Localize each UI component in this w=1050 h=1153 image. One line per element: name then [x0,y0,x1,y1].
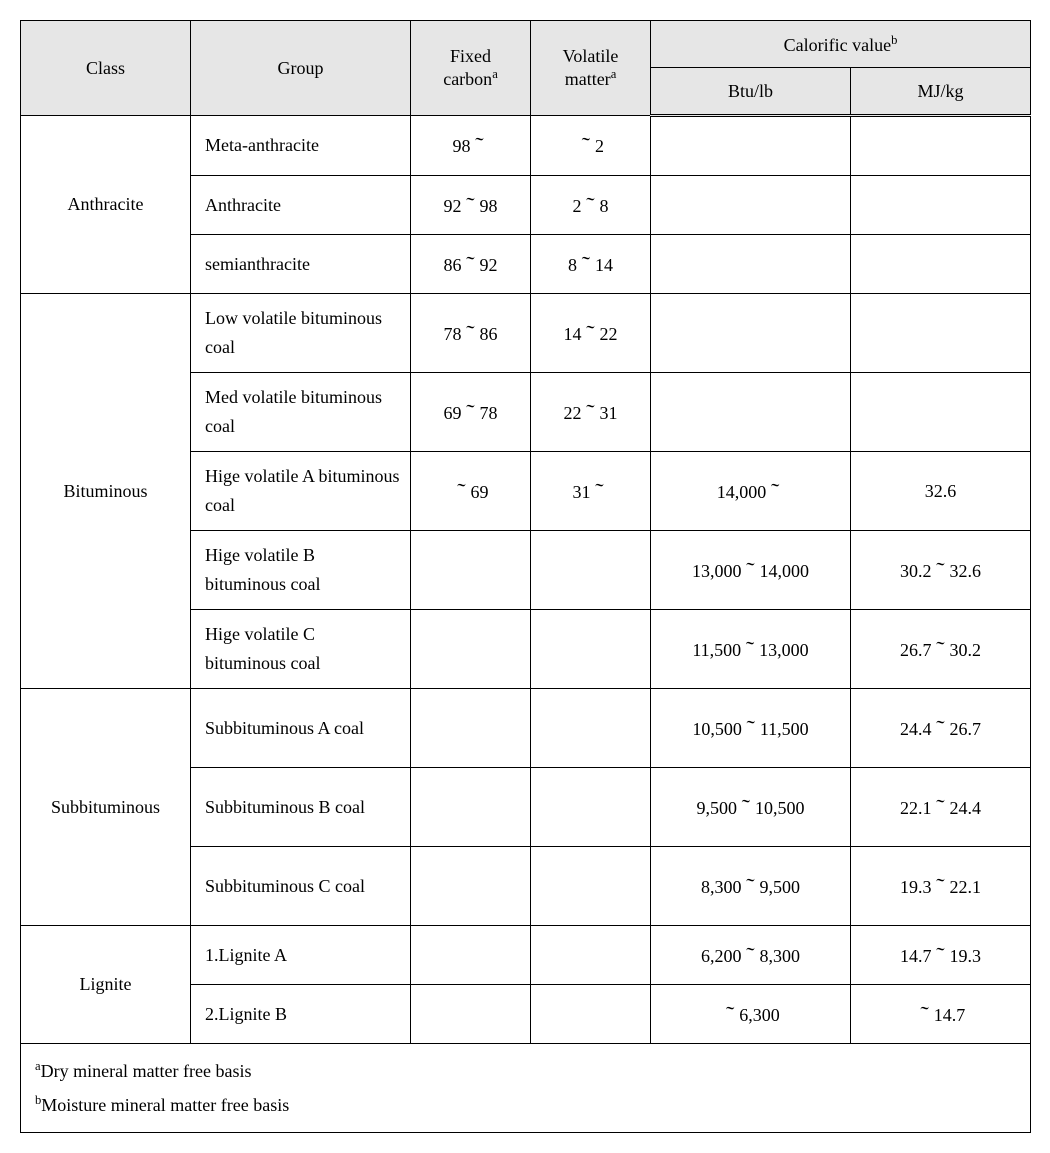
table-row: Subbituminous Subbituminous A coal 10,50… [21,689,1031,768]
fc-cell [411,847,531,926]
vm-cell [531,985,651,1044]
group-cell: Subbituminous B coal [191,768,411,847]
mj-cell: 19.3～22.1 [851,847,1031,926]
vm-cell: 22～31 [531,373,651,452]
mj-cell: 22.1～24.4 [851,768,1031,847]
vm-cell [531,847,651,926]
class-lignite: Lignite [21,926,191,1044]
mj-cell: 14.7～19.3 [851,926,1031,985]
btu-cell: 14,000～ [651,452,851,531]
mj-cell: 24.4～26.7 [851,689,1031,768]
mj-cell: 32.6 [851,452,1031,531]
header-volatile-matter: Volatile mattera [531,21,651,116]
footnote-row: aDry mineral matter free basis bMoisture… [21,1044,1031,1133]
btu-cell: 13,000～14,000 [651,531,851,610]
vm-cell [531,768,651,847]
fc-cell [411,985,531,1044]
group-cell: 1.Lignite A [191,926,411,985]
mj-cell [851,235,1031,294]
group-cell: 2.Lignite B [191,985,411,1044]
btu-cell: 10,500～11,500 [651,689,851,768]
header-group: Group [191,21,411,116]
fc-cell: 78～86 [411,294,531,373]
mj-cell: ～14.7 [851,985,1031,1044]
table-row: Lignite 1.Lignite A 6,200～8,300 14.7～19.… [21,926,1031,985]
fc-cell: 86～92 [411,235,531,294]
header-calorific-value: Calorific valueb [651,21,1031,68]
header-fixed-carbon: Fixed carbona [411,21,531,116]
mj-cell [851,176,1031,235]
vm-cell [531,531,651,610]
fc-cell: 98～ [411,116,531,176]
btu-cell: 8,300～9,500 [651,847,851,926]
vm-cell: 8～14 [531,235,651,294]
group-cell: Hige volatile C bituminous coal [191,610,411,689]
fc-cell: 69～78 [411,373,531,452]
fc-cell: ～69 [411,452,531,531]
btu-cell [651,235,851,294]
fc-cell [411,610,531,689]
btu-cell [651,373,851,452]
header-mj: MJ/kg [851,68,1031,116]
btu-cell [651,176,851,235]
fc-cell [411,689,531,768]
btu-cell [651,294,851,373]
header-fixed-carbon-sup: a [492,67,498,81]
footnote-a-text: Dry mineral matter free basis [41,1061,252,1081]
vm-cell: 14～22 [531,294,651,373]
header-class: Class [21,21,191,116]
btu-cell: ～6,300 [651,985,851,1044]
footnote-b-text: Moisture mineral matter free basis [41,1095,289,1115]
group-cell: Subbituminous C coal [191,847,411,926]
header-volatile-matter-sup: a [611,67,617,81]
fc-cell: 92～98 [411,176,531,235]
table-row: Anthracite Meta-anthracite 98～ ～2 [21,116,1031,176]
header-btu: Btu/lb [651,68,851,116]
header-calorific-value-sup: b [891,33,897,47]
btu-cell: 11,500～13,000 [651,610,851,689]
class-subbituminous: Subbituminous [21,689,191,926]
group-cell: Hige volatile B bituminous coal [191,531,411,610]
vm-cell [531,926,651,985]
header-fixed-carbon-text: Fixed carbon [443,46,492,89]
vm-cell: 31～ [531,452,651,531]
group-cell: Med volatile bituminous coal [191,373,411,452]
btu-cell: 6,200～8,300 [651,926,851,985]
btu-cell [651,116,851,176]
group-cell: Anthracite [191,176,411,235]
group-cell: semianthracite [191,235,411,294]
btu-cell: 9,500～10,500 [651,768,851,847]
table-row: Bituminous Low volatile bituminous coal … [21,294,1031,373]
vm-cell: 2～8 [531,176,651,235]
fc-cell [411,531,531,610]
group-cell: Hige volatile A bituminous coal [191,452,411,531]
class-anthracite: Anthracite [21,116,191,294]
fc-cell [411,768,531,847]
mj-cell [851,294,1031,373]
vm-cell [531,689,651,768]
vm-cell: ～2 [531,116,651,176]
header-calorific-value-text: Calorific value [784,35,891,55]
class-bituminous: Bituminous [21,294,191,689]
fc-cell [411,926,531,985]
mj-cell [851,373,1031,452]
group-cell: Meta-anthracite [191,116,411,176]
mj-cell: 30.2～32.6 [851,531,1031,610]
group-cell: Low volatile bituminous coal [191,294,411,373]
group-cell: Subbituminous A coal [191,689,411,768]
mj-cell [851,116,1031,176]
mj-cell: 26.7～30.2 [851,610,1031,689]
vm-cell [531,610,651,689]
footnotes-cell: aDry mineral matter free basis bMoisture… [21,1044,1031,1133]
coal-classification-table: Class Group Fixed carbona Volatile matte… [20,20,1031,1133]
